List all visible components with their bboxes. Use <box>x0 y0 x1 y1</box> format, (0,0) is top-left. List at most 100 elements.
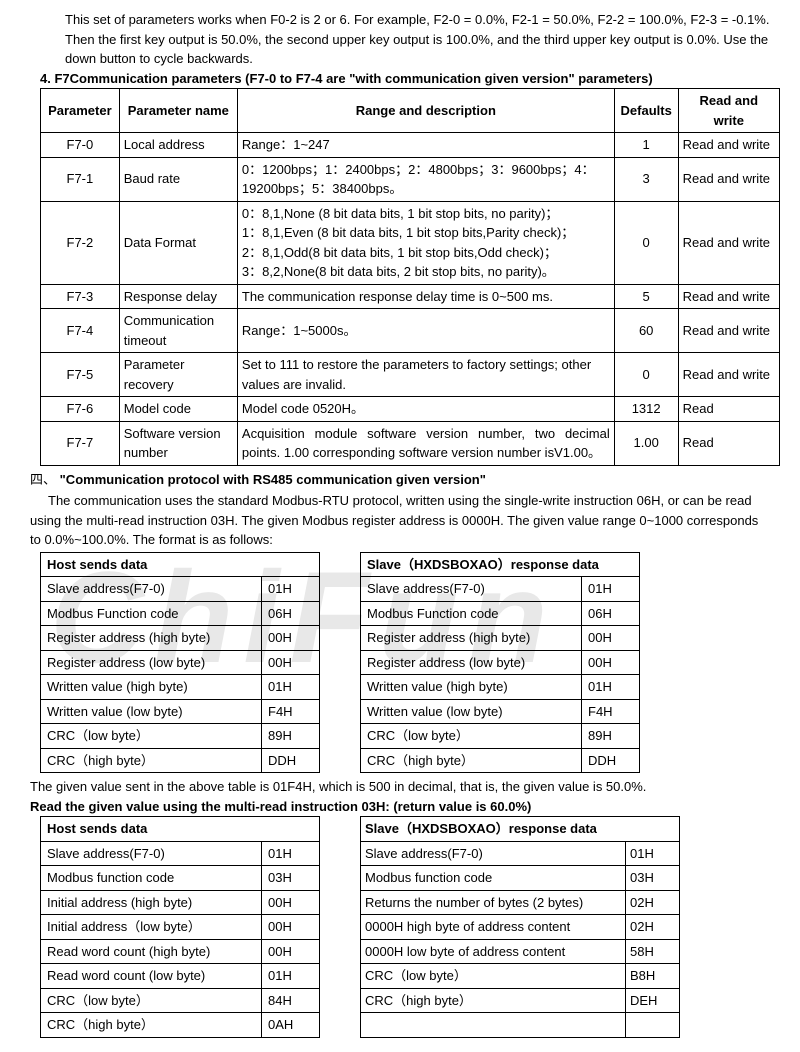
table-cell: Register address (high byte) <box>361 626 582 651</box>
table-cell: Software version number <box>119 421 237 465</box>
table-cell: Read <box>678 421 779 465</box>
table-cell: 00H <box>262 939 320 964</box>
table-cell: 01H <box>582 675 640 700</box>
table-row: CRC（low byte）84H <box>41 988 320 1013</box>
table-cell: 0：1200bps；1：2400bps；2：4800bps；3：9600bps；… <box>237 157 614 201</box>
table-cell: B8H <box>626 964 680 989</box>
table-row: F7-6Model codeModel code 0520H。1312Read <box>41 397 780 422</box>
table-row: Modbus Function code06H <box>41 601 320 626</box>
table-cell: Register address (low byte) <box>361 650 582 675</box>
table-cell: Data Format <box>119 201 237 284</box>
table-row: Written value (low byte)F4H <box>41 699 320 724</box>
table-cell: DDH <box>582 748 640 773</box>
section-comm-num: 四、 <box>30 472 56 487</box>
table-row: Modbus function code03H <box>361 866 680 891</box>
table-row: Slave address(F7-0)01H <box>361 841 680 866</box>
section-comm-header: 四、 "Communication protocol with RS485 co… <box>30 470 770 490</box>
table-cell: 01H <box>626 841 680 866</box>
table-cell: DDH <box>262 748 320 773</box>
table-cell: Returns the number of bytes (2 bytes) <box>361 890 626 915</box>
table-cell: Read word count (low byte) <box>41 964 262 989</box>
table-cell: Slave address(F7-0) <box>361 841 626 866</box>
table-row: Read word count (high byte)00H <box>41 939 320 964</box>
table-cell: Read and write <box>678 309 779 353</box>
table-cell: Read and write <box>678 133 779 158</box>
table-row: F7-7Software version numberAcquisition m… <box>41 421 780 465</box>
table-cell: Read and write <box>678 353 779 397</box>
table-cell: 0：8,1,None (8 bit data bits, 1 bit stop … <box>237 201 614 284</box>
table-cell: 0 <box>614 353 678 397</box>
table-cell: CRC（high byte） <box>361 988 626 1013</box>
table-row: F7-3Response delayThe communication resp… <box>41 284 780 309</box>
table-row: Initial address (high byte)00H <box>41 890 320 915</box>
table-row: 0000H low byte of address content58H <box>361 939 680 964</box>
table-cell: 00H <box>262 626 320 651</box>
table-cell: 00H <box>582 626 640 651</box>
table-row: Read word count (low byte)01H <box>41 964 320 989</box>
table-row: Initial address（low byte）00H <box>41 915 320 940</box>
table-row: CRC（low byte）89H <box>361 724 640 749</box>
table-row: Written value (high byte)01H <box>361 675 640 700</box>
table-cell: Read word count (high byte) <box>41 939 262 964</box>
table-cell: Register address (low byte) <box>41 650 262 675</box>
table-cell: Written value (low byte) <box>41 699 262 724</box>
table-row: F7-2Data Format0：8,1,None (8 bit data bi… <box>41 201 780 284</box>
table-cell: 02H <box>626 890 680 915</box>
table-row: Written value (low byte)F4H <box>361 699 640 724</box>
table-cell: 1 <box>614 133 678 158</box>
table-cell: CRC（low byte） <box>361 964 626 989</box>
table-row: Register address (high byte)00H <box>41 626 320 651</box>
slave-header: Slave（HXDSBOXAO）response data <box>361 817 680 842</box>
table-cell: F4H <box>582 699 640 724</box>
table-cell: F7-4 <box>41 309 120 353</box>
table-cell: 00H <box>262 650 320 675</box>
host-header: Host sends data <box>41 552 320 577</box>
table-row: Register address (high byte)00H <box>361 626 640 651</box>
table-cell: F7-0 <box>41 133 120 158</box>
table-cell: Local address <box>119 133 237 158</box>
table-cell: Acquisition module software version numb… <box>237 421 614 465</box>
table-cell: F7-3 <box>41 284 120 309</box>
table-cell: Baud rate <box>119 157 237 201</box>
table-cell: CRC（high byte） <box>41 1013 262 1038</box>
table-row: CRC（low byte）89H <box>41 724 320 749</box>
table-cell: 01H <box>582 577 640 602</box>
host-header: Host sends data <box>41 817 320 842</box>
slave-response-table-1: Slave（HXDSBOXAO）response data Slave addr… <box>360 552 640 774</box>
table-row: CRC（high byte）DEH <box>361 988 680 1013</box>
table-cell: 60 <box>614 309 678 353</box>
slave-header: Slave（HXDSBOXAO）response data <box>361 552 640 577</box>
table-row: Written value (high byte)01H <box>41 675 320 700</box>
table-cell: Modbus function code <box>361 866 626 891</box>
table-cell: Communication timeout <box>119 309 237 353</box>
col-name: Parameter name <box>119 89 237 133</box>
table-cell: 01H <box>262 964 320 989</box>
table-cell: CRC（low byte） <box>41 724 262 749</box>
table-cell: Written value (high byte) <box>361 675 582 700</box>
table-row: F7-4Communication timeoutRange：1~5000s。6… <box>41 309 780 353</box>
table-cell: 00H <box>582 650 640 675</box>
parameter-table: Parameter Parameter name Range and descr… <box>40 88 780 466</box>
table-cell: Response delay <box>119 284 237 309</box>
table-cell: CRC（low byte） <box>361 724 582 749</box>
table-row: Slave address(F7-0)01H <box>41 577 320 602</box>
table-cell: 84H <box>262 988 320 1013</box>
table-cell: 02H <box>626 915 680 940</box>
table-cell: Model code <box>119 397 237 422</box>
table-row: CRC（high byte）DDH <box>361 748 640 773</box>
table-cell: Modbus Function code <box>361 601 582 626</box>
table-cell: 03H <box>262 866 320 891</box>
table-cell: Slave address(F7-0) <box>41 841 262 866</box>
host-sends-table-1: Host sends data Slave address(F7-0)01HMo… <box>40 552 320 774</box>
table-header-row: Parameter Parameter name Range and descr… <box>41 89 780 133</box>
table-cell: 1312 <box>614 397 678 422</box>
table-cell: 0000H high byte of address content <box>361 915 626 940</box>
protocol-tables-row-1: Host sends data Slave address(F7-0)01HMo… <box>30 552 770 778</box>
table-row: CRC（high byte）DDH <box>41 748 320 773</box>
table-row: Returns the number of bytes (2 bytes)02H <box>361 890 680 915</box>
table-cell: 0AH <box>262 1013 320 1038</box>
protocol-tables-row-2: Host sends data Slave address(F7-0)01HMo… <box>30 816 770 1042</box>
table-cell: Modbus Function code <box>41 601 262 626</box>
table-cell: Slave address(F7-0) <box>361 577 582 602</box>
table-cell: F7-2 <box>41 201 120 284</box>
